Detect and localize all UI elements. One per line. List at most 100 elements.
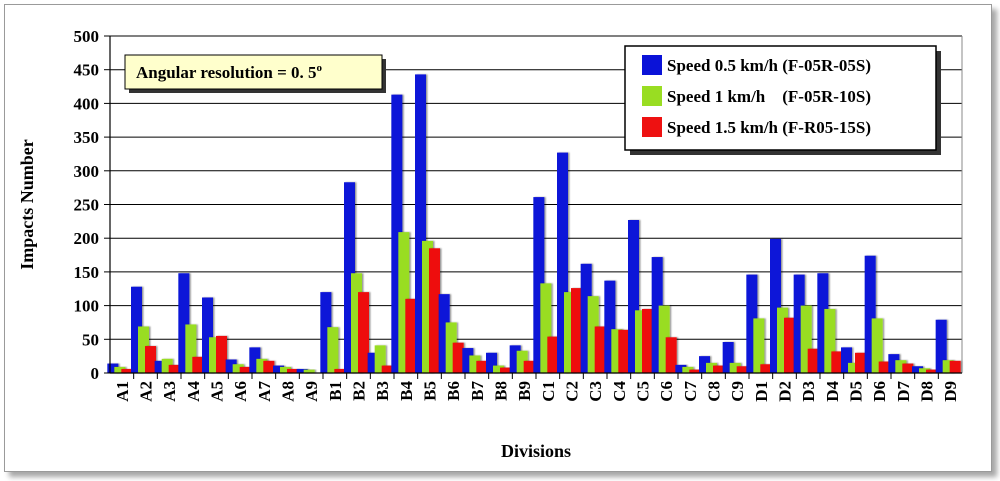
bar-C9-series-1 (722, 342, 734, 373)
bar-C4-series-2 (611, 329, 623, 373)
x-tick-label: A7 (255, 381, 274, 402)
y-tick-label: 0 (91, 364, 100, 383)
bar-B1-series-3 (334, 368, 346, 373)
bar-A7-series-1 (249, 347, 261, 373)
legend: Speed 0.5 km/h (F-05R-05S) Speed 1 km/h (… (624, 45, 941, 155)
bar-B8-series-2 (493, 365, 504, 373)
x-tick-label: B1 (326, 381, 345, 401)
bar-C9-series-2 (729, 362, 741, 373)
y-tick-label: 450 (74, 61, 100, 80)
bar-B9-series-1 (509, 345, 521, 373)
bar-A2-series-3 (145, 346, 156, 373)
bar-A8-series-3 (287, 368, 298, 373)
axes (104, 35, 963, 379)
bar-D7-series-3 (902, 363, 914, 373)
note-text-main: Angular resolution = 0. 5 (136, 63, 317, 82)
x-tick-label: A6 (231, 381, 250, 402)
bar-A4-series-2 (185, 324, 197, 373)
x-tick-label: D5 (847, 381, 866, 402)
x-tick-label: D9 (941, 381, 960, 402)
bar-D8-series-3 (926, 369, 937, 373)
bar-C2-series-2 (564, 292, 575, 373)
bar-D8-series-1 (912, 366, 923, 373)
bar-B7-series-1 (462, 348, 474, 373)
x-axis-title: Divisions (501, 441, 571, 461)
bar-C2-series-3 (571, 288, 582, 373)
bar-A4-series-3 (192, 356, 204, 373)
bar-D9-series-3 (949, 360, 961, 373)
bar-B2-series-1 (344, 182, 355, 373)
bar-C1-series-2 (540, 283, 552, 373)
x-tick-label: D1 (752, 381, 771, 402)
x-tick-label: A1 (113, 381, 132, 402)
legend-swatch-3 (642, 117, 662, 137)
bar-B5-series-3 (429, 248, 440, 373)
bar-A6-series-3 (239, 366, 251, 373)
y-tick-label: 150 (74, 263, 100, 282)
bar-D2-series-2 (777, 307, 788, 373)
y-tick-labels: 0 50 100 150 200 250 300 350 400 450 500 (74, 27, 100, 383)
bar-A7-series-2 (256, 358, 268, 373)
x-tick-label: B7 (468, 381, 487, 401)
bar-B2-series-3 (358, 292, 369, 373)
bar-C4-series-3 (618, 329, 630, 373)
legend-label-1: Speed 0.5 km/h (F-05R-05S) (667, 56, 871, 75)
x-tick-label: A9 (302, 381, 321, 402)
bar-A1-series-2 (114, 366, 126, 373)
bar-A2-series-2 (138, 326, 149, 373)
bar-C5-series-1 (628, 220, 639, 373)
bar-D4-series-1 (817, 273, 829, 373)
bar-A6-series-1 (225, 359, 237, 373)
x-tick-label: B8 (492, 381, 511, 401)
x-tick-label: A5 (208, 381, 227, 402)
y-tick-label: 50 (82, 330, 99, 349)
bar-D6-series-3 (878, 361, 890, 373)
bar-B4-series-1 (391, 94, 403, 373)
bar-B7-series-2 (469, 355, 481, 373)
bar-D7-series-2 (895, 360, 907, 373)
x-tick-label: D8 (918, 381, 937, 402)
bar-D9-series-2 (942, 360, 954, 373)
bar-B5-series-2 (422, 240, 433, 373)
bar-C1-series-1 (533, 197, 545, 373)
legend-box (624, 45, 937, 151)
bar-D1-series-2 (753, 318, 765, 373)
bar-B9-series-3 (523, 360, 535, 373)
bar-C6-series-2 (658, 305, 670, 373)
bar-D3-series-3 (807, 348, 819, 373)
bar-C1-series-3 (547, 336, 559, 373)
y-tick-label: 500 (74, 27, 100, 46)
legend-label-3: Speed 1.5 km/h (F-R05-15S) (667, 118, 871, 137)
angular-resolution-note: Angular resolution = 0. 5o (124, 54, 386, 93)
bar-C2-series-1 (557, 152, 568, 373)
x-tick-label: A8 (279, 381, 298, 402)
bar-B6-series-3 (452, 342, 464, 373)
x-tick-label: B6 (444, 381, 463, 401)
y-tick-label: 250 (74, 196, 100, 215)
bar-B3-series-2 (374, 345, 386, 373)
y-tick-label: 400 (74, 94, 100, 113)
bar-D3-series-2 (800, 305, 812, 373)
bar-C4-series-1 (604, 280, 616, 373)
bar-A9-series-2 (303, 369, 315, 373)
bar-D4-series-3 (831, 351, 843, 373)
x-tick-label: B2 (350, 381, 369, 401)
legend-swatch-1 (642, 55, 662, 75)
bar-C8-series-2 (706, 362, 717, 373)
bar-A4-series-1 (178, 273, 190, 373)
bar-B1-series-1 (320, 292, 332, 373)
bar-B2-series-2 (351, 273, 362, 373)
y-tick-label: 350 (74, 128, 100, 147)
y-tick-label: 100 (74, 297, 100, 316)
bars (107, 74, 961, 374)
y-axis-title: Impacts Number (17, 139, 37, 270)
x-tick-label: C9 (728, 381, 747, 402)
bar-C8-series-1 (699, 356, 710, 373)
bar-D5-series-1 (841, 347, 852, 373)
bar-D6-series-1 (864, 255, 876, 373)
bar-C3-series-3 (594, 326, 606, 373)
bar-D1-series-1 (746, 274, 758, 373)
x-tick-label: B9 (515, 381, 534, 401)
x-tick-label: B5 (421, 381, 440, 401)
